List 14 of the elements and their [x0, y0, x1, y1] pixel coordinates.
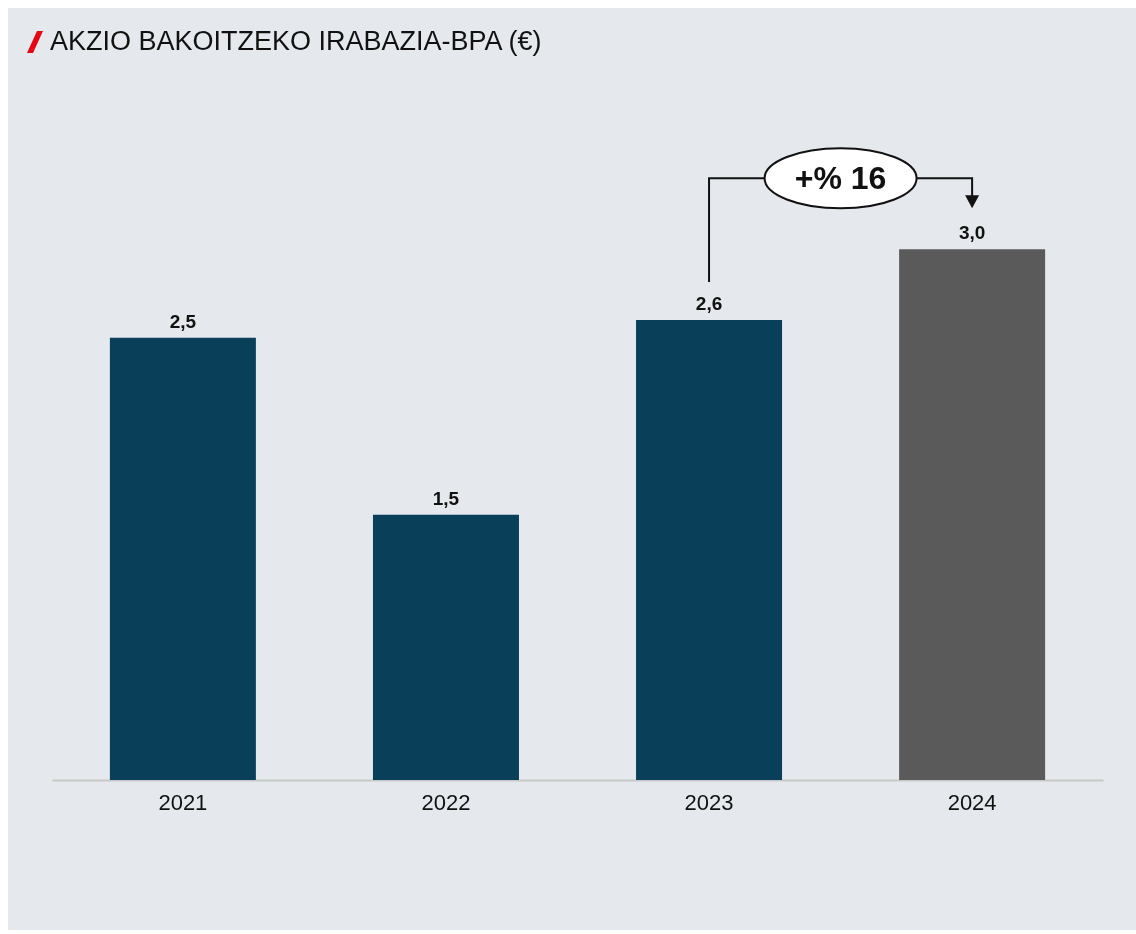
text: +% 16	[794, 160, 887, 197]
data-label: 2,5	[169, 310, 197, 332]
data-label: 3,0	[958, 222, 986, 244]
bar	[899, 249, 1046, 780]
bar	[109, 337, 256, 780]
x-tick-label: 2023	[684, 789, 734, 815]
x-tick-label: 2024	[947, 789, 997, 815]
chart-title: AKZIO BAKOITZEKO IRABAZIA-BPA (€)	[50, 26, 542, 57]
x-tick-label: 2021	[158, 789, 208, 815]
data-label: 1,5	[432, 487, 460, 509]
bar	[636, 320, 783, 780]
x-tick-label: 2022	[421, 789, 471, 815]
data-label: 2,6	[695, 293, 723, 315]
bar	[372, 514, 519, 780]
